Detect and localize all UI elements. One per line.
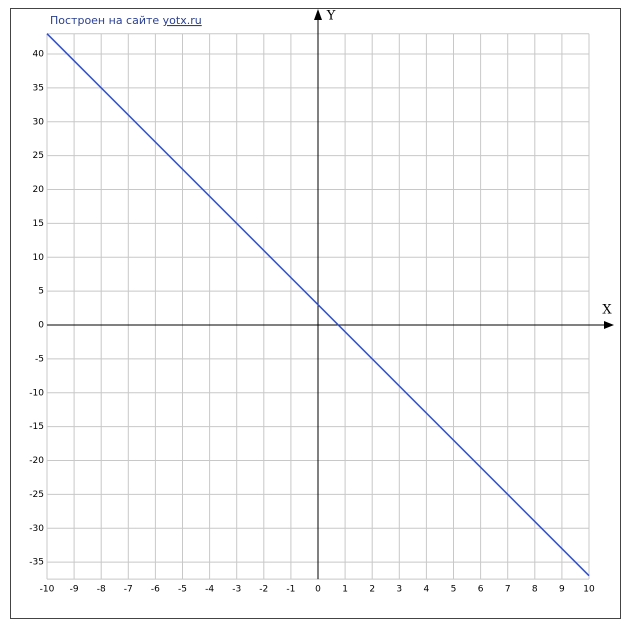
y-tick-label: 40	[33, 50, 45, 60]
y-tick-label: -20	[29, 456, 44, 466]
y-tick-label: -5	[35, 354, 44, 364]
y-tick-label: 5	[38, 287, 44, 297]
y-tick-label: -30	[29, 524, 44, 534]
axes	[47, 9, 614, 580]
credit-text: Построен на сайте	[50, 14, 159, 27]
y-tick-label: 20	[33, 185, 45, 195]
y-tick-label: -10	[29, 388, 44, 398]
x-tick-label: 3	[396, 585, 402, 595]
y-tick-label: 35	[33, 83, 44, 93]
x-tick-label: -10	[40, 585, 55, 595]
y-tick-label: 30	[33, 117, 45, 127]
x-tick-label: 7	[505, 585, 511, 595]
x-axis-arrow	[604, 321, 614, 330]
x-axis-label: X	[602, 303, 612, 318]
y-tick-label: 10	[33, 253, 45, 263]
x-tick-label: -1	[286, 585, 295, 595]
x-tick-label: -9	[70, 585, 79, 595]
x-tick-label: 4	[424, 585, 430, 595]
x-tick-label: -6	[151, 585, 160, 595]
y-tick-label: -15	[29, 422, 44, 432]
y-axis-label: Y	[326, 9, 336, 24]
credit: Построен на сайте yotx.ru	[50, 14, 202, 27]
x-tick-label: 9	[559, 585, 565, 595]
y-tick-label: -35	[29, 558, 44, 568]
x-tick-label: -4	[205, 585, 214, 595]
x-tick-label: 2	[369, 585, 375, 595]
frame	[10, 8, 621, 619]
y-tick-label: -25	[29, 490, 44, 500]
y-axis-arrow	[314, 9, 322, 20]
y-tick-label: 0	[38, 321, 44, 331]
data-line	[46, 33, 590, 577]
x-tick-label: 5	[451, 585, 457, 595]
x-tick-label: -5	[178, 585, 187, 595]
y-tick-label: 25	[33, 151, 44, 161]
credit-link[interactable]: yotx.ru	[163, 14, 202, 27]
x-tick-label: 10	[583, 585, 595, 595]
x-tick-label: -7	[124, 585, 133, 595]
x-tick-label: -8	[97, 585, 106, 595]
x-tick-label: -3	[232, 585, 241, 595]
x-tick-label: 6	[478, 585, 484, 595]
x-tick-label: 1	[342, 585, 348, 595]
x-tick-label: 0	[315, 585, 321, 595]
x-tick-label: -2	[259, 585, 268, 595]
y-tick-label: 15	[33, 219, 44, 229]
x-tick-label: 8	[532, 585, 538, 595]
